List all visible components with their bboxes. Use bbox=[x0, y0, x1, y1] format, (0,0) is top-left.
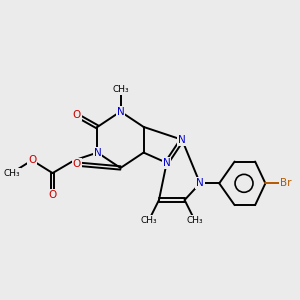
Text: O: O bbox=[48, 190, 57, 200]
Text: O: O bbox=[73, 110, 81, 120]
Text: CH₃: CH₃ bbox=[187, 216, 203, 225]
Text: CH₃: CH₃ bbox=[140, 216, 157, 225]
Text: N: N bbox=[94, 148, 101, 158]
Text: O: O bbox=[28, 155, 36, 165]
Text: Br: Br bbox=[280, 178, 292, 188]
Text: N: N bbox=[178, 135, 186, 145]
Text: N: N bbox=[196, 178, 204, 188]
Text: CH₃: CH₃ bbox=[112, 85, 129, 94]
Text: N: N bbox=[163, 158, 170, 168]
Text: O: O bbox=[73, 159, 81, 169]
Text: CH₃: CH₃ bbox=[3, 169, 20, 178]
Text: N: N bbox=[117, 106, 124, 116]
